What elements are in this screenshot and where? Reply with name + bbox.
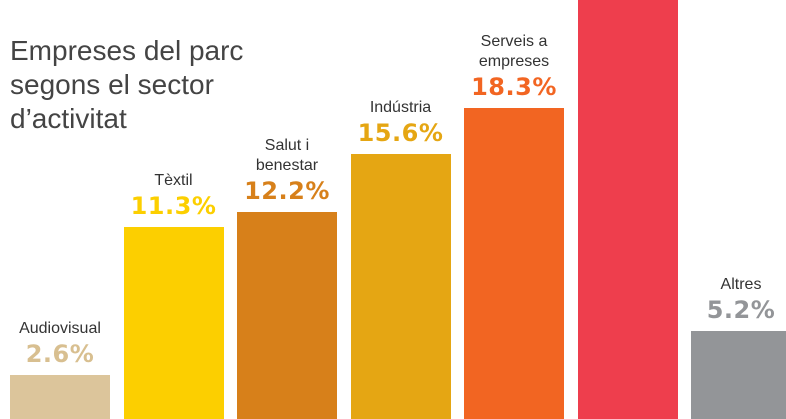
value-label: 15.6% [357, 118, 444, 147]
bar-label: Audiovisual 2.6% [0, 319, 120, 369]
category-label: Altres [720, 275, 762, 293]
value-label: 12.2% [244, 176, 330, 205]
bar [123, 226, 224, 419]
bar [464, 107, 564, 419]
category-label: Audiovisual [19, 319, 101, 337]
category-label: Serveis a empreses [478, 32, 550, 70]
bar-label: Indústria 15.6% [341, 98, 461, 148]
value-label: 5.2% [706, 295, 776, 324]
bar [577, 0, 678, 419]
category-label: Indústria [369, 98, 432, 116]
chart-title: Empreses del parc segons el sector d’act… [10, 35, 244, 134]
bar [691, 330, 786, 419]
bar [237, 211, 337, 419]
category-label: Tèxtil [154, 171, 193, 189]
bar-label: Altres 5.2% [681, 275, 786, 325]
bar-label: Salut i benestar 12.2% [227, 136, 347, 206]
bar [10, 374, 110, 419]
bar-label: Serveis a empreses 18.3% [454, 32, 574, 102]
category-label: Salut i benestar [255, 136, 319, 174]
value-label: 11.3% [130, 191, 217, 220]
value-label: 2.6% [25, 339, 95, 368]
bar [350, 153, 451, 419]
value-label: 18.3% [471, 72, 557, 101]
bar-label: Tèxtil 11.3% [114, 171, 234, 221]
